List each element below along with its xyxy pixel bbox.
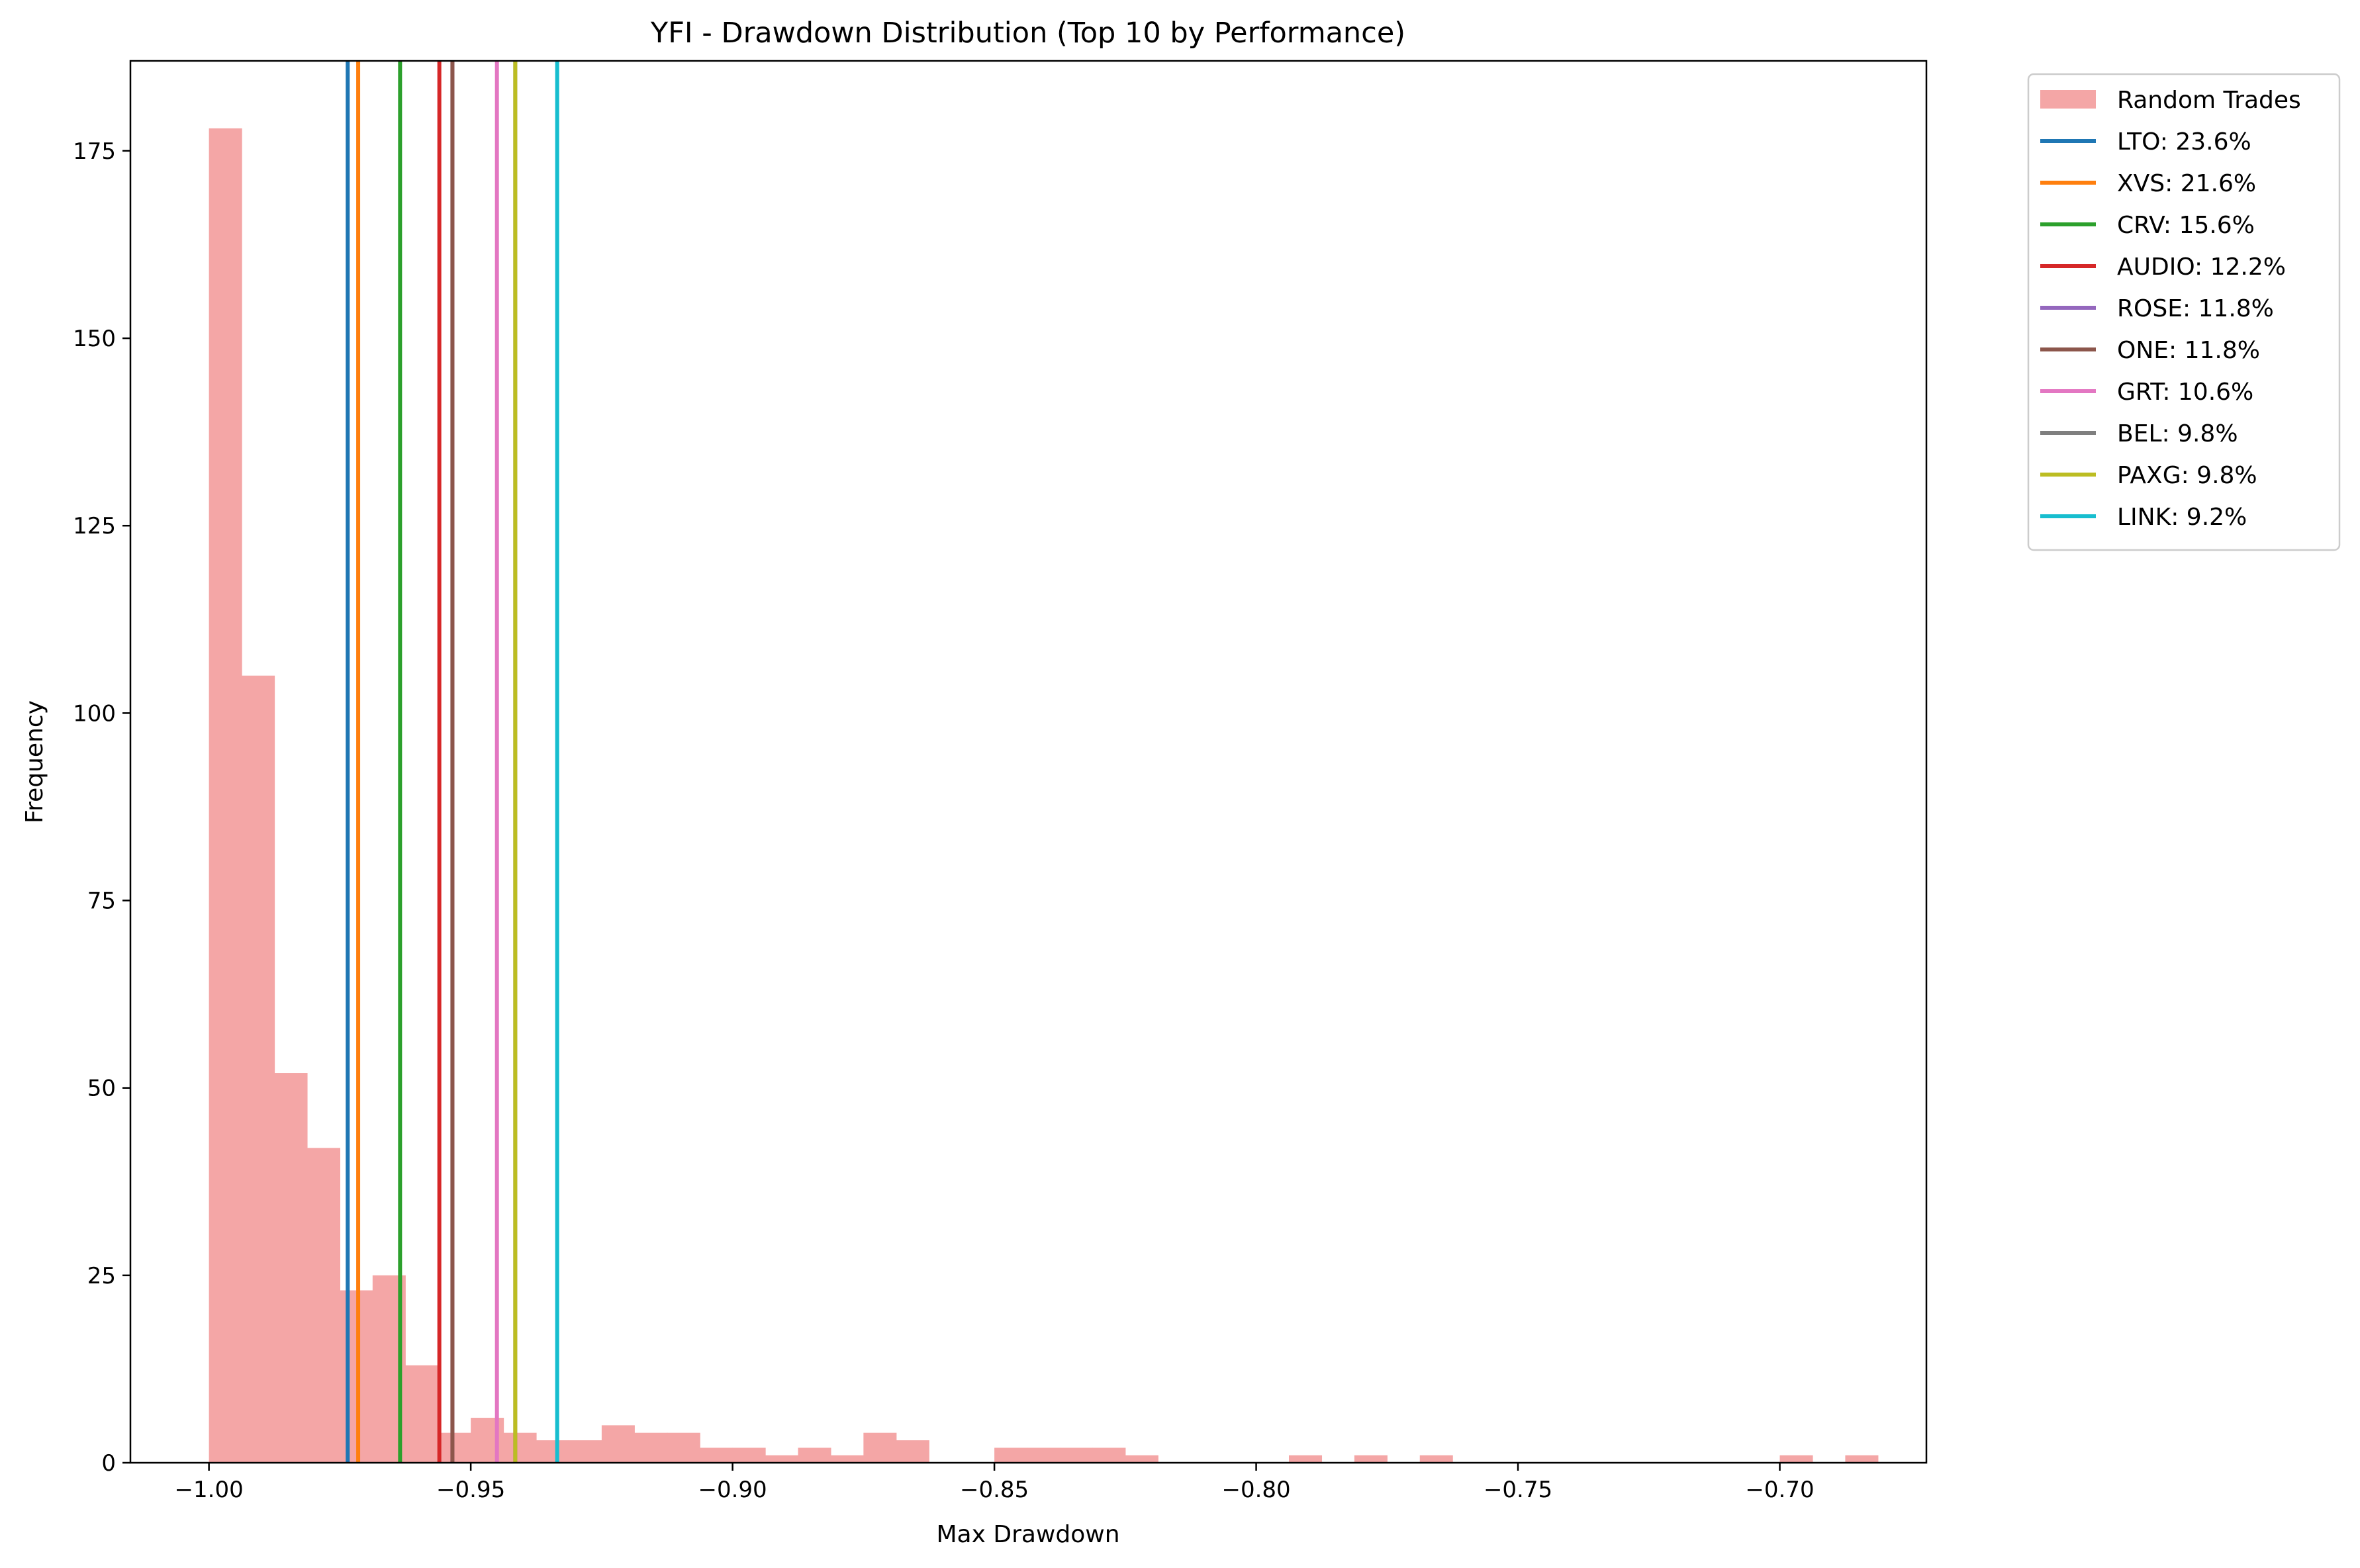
histogram-bar [438, 1432, 471, 1463]
legend-label: GRT: 10.6% [2117, 379, 2253, 406]
y-tick-label: 0 [101, 1450, 116, 1477]
histogram-bar [503, 1432, 537, 1463]
y-tick-label: 150 [73, 326, 116, 352]
histogram-bar [765, 1455, 799, 1463]
histogram-bar [601, 1425, 635, 1463]
x-tick-label: −0.85 [960, 1477, 1029, 1503]
axes-frame [129, 60, 1928, 1464]
histogram-bar [896, 1440, 929, 1463]
histogram-bar [1779, 1455, 1813, 1463]
histogram-bar [1125, 1455, 1158, 1463]
histogram-bar [242, 675, 275, 1463]
legend-label: ONE: 11.8% [2117, 337, 2260, 364]
histogram-bar [863, 1432, 897, 1463]
histogram-bar [209, 128, 242, 1463]
histogram-bar [732, 1448, 766, 1463]
histogram-bar [700, 1448, 733, 1463]
y-tick-label: 100 [73, 700, 116, 727]
legend-label: AUDIO: 12.2% [2117, 254, 2286, 281]
histogram-bar [1027, 1448, 1061, 1463]
x-tick-label: −0.90 [698, 1477, 767, 1503]
histogram-bar [1354, 1455, 1388, 1463]
plot-area [209, 61, 1879, 1463]
y-tick-label: 75 [87, 888, 116, 915]
legend-label: XVS: 21.6% [2117, 170, 2256, 197]
x-tick-label: −1.00 [175, 1477, 244, 1503]
histogram-bar [536, 1440, 570, 1463]
histogram-bar [1289, 1455, 1323, 1463]
histogram-bar [1059, 1448, 1093, 1463]
histogram-bar [1092, 1448, 1126, 1463]
legend-label: BEL: 9.8% [2117, 420, 2238, 447]
histogram-bar [830, 1455, 864, 1463]
legend-label: PAXG: 9.8% [2117, 462, 2257, 489]
x-tick-label: −0.70 [1745, 1477, 1814, 1503]
histogram-bar [569, 1440, 602, 1463]
legend-label: ROSE: 11.8% [2117, 295, 2274, 322]
histogram-bar [667, 1432, 700, 1463]
histogram-bar [274, 1073, 308, 1463]
histogram-bar [798, 1448, 831, 1463]
histogram-bar [994, 1448, 1028, 1463]
x-axis-title: Max Drawdown [936, 1521, 1119, 1548]
histogram-bar [634, 1432, 668, 1463]
legend-label: Random Trades [2117, 87, 2301, 114]
histogram-bar [405, 1365, 439, 1463]
y-tick-label: 125 [73, 513, 116, 539]
histogram-bar [307, 1148, 340, 1463]
legend-swatch-random-trades [2040, 90, 2096, 109]
y-axis-title: Frequency [21, 700, 48, 823]
x-tick-label: −0.80 [1221, 1477, 1290, 1503]
x-axis: −1.00 −0.95 −0.90 −0.85 −0.80 −0.75 −0.70 [175, 1463, 1815, 1503]
y-tick-label: 25 [87, 1263, 116, 1289]
legend-label: LTO: 23.6% [2117, 128, 2251, 156]
legend: Random Trades LTO: 23.6% XVS: 21.6% CRV: 15… [2027, 73, 2341, 551]
histogram-bar [1845, 1455, 1879, 1463]
x-tick-label: −0.75 [1484, 1477, 1552, 1503]
y-tick-label: 175 [73, 138, 116, 165]
histogram-bar [1419, 1455, 1453, 1463]
chart-title: YFI - Drawdown Distribution (Top 10 by P… [650, 17, 1405, 50]
x-tick-label: −0.95 [436, 1477, 505, 1503]
legend-frame [2027, 73, 2341, 551]
y-axis: 0 25 50 75 100 125 150 175 [73, 138, 130, 1477]
legend-label: LINK: 9.2% [2117, 504, 2247, 531]
y-tick-label: 50 [87, 1076, 116, 1102]
legend-label: CRV: 15.6% [2117, 212, 2255, 239]
